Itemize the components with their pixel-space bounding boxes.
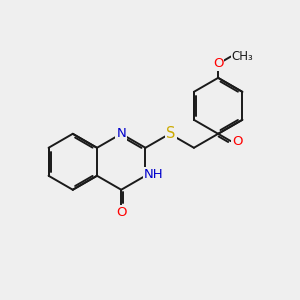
Text: O: O [116, 206, 127, 219]
Text: S: S [167, 126, 176, 141]
Text: NH: NH [144, 168, 164, 181]
Text: O: O [232, 135, 242, 148]
Text: O: O [213, 57, 224, 70]
Text: N: N [116, 127, 126, 140]
Text: CH₃: CH₃ [231, 50, 253, 63]
